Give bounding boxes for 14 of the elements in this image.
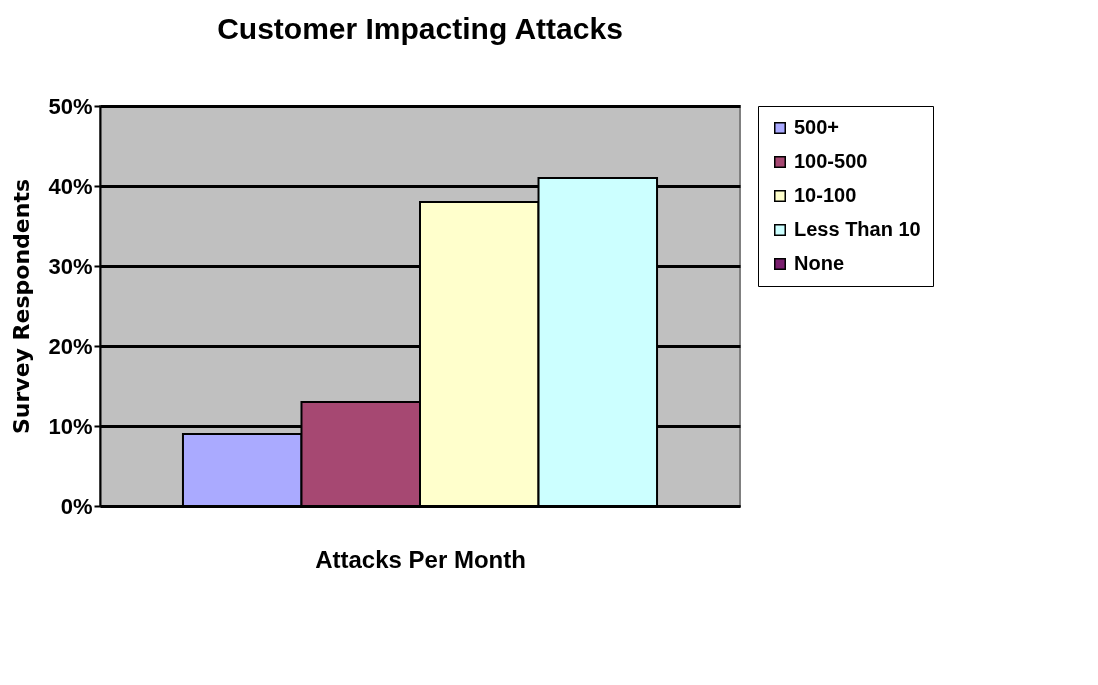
legend-label: 10-100 [794, 184, 857, 206]
x-axis-title: Attacks Per Month [315, 545, 526, 573]
legend-label: Less Than 10 [794, 218, 921, 240]
y-axis-title: Survey Respondents [9, 178, 35, 435]
y-tick-label: 30% [48, 253, 93, 279]
legend-label: 100-500 [794, 150, 868, 172]
y-tick-label: 20% [48, 333, 93, 359]
chart-title: Customer Impacting Attacks [217, 12, 623, 45]
legend-label: 500+ [794, 116, 840, 138]
y-tick-label: 0% [60, 493, 93, 519]
y-tick-label: 50% [48, 93, 93, 119]
y-tick-label: 10% [48, 413, 93, 439]
y-tick-label: 40% [48, 173, 93, 199]
legend-label: None [794, 252, 844, 274]
